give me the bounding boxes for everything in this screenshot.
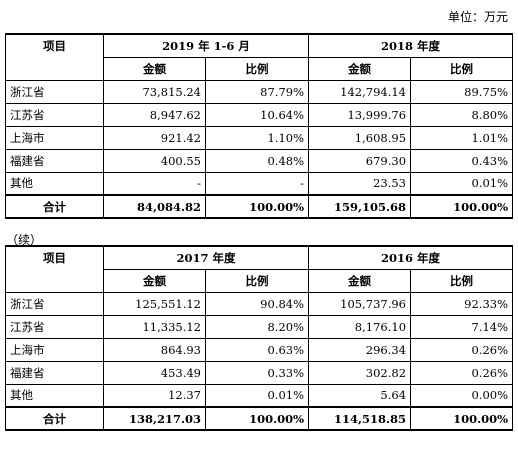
region-name: 上海市 (5, 337, 104, 362)
total-row: 合计 138,217.03 100.00% 114,518.85 100.00% (5, 406, 514, 431)
amount-cell: 400.55 (103, 148, 206, 173)
amount-header: 金额 (103, 56, 206, 81)
region-name: 上海市 (5, 125, 104, 150)
ratio-cell: 87.79% (204, 79, 310, 104)
ratio-cell: 7.14% (410, 314, 514, 339)
total-cell: 159,105.68 (308, 194, 412, 219)
table-body: 浙江省 125,551.12 90.84% 105,737.96 92.33% 江苏省 11… (5, 291, 514, 431)
period-header: 2019 年 1-6 月 (102, 33, 310, 58)
ratio-cell: 92.33% (410, 291, 514, 316)
region-name: 浙江省 (5, 291, 104, 316)
item-header-spacer (5, 57, 104, 81)
total-label: 合计 (5, 194, 104, 219)
item-header: 项目 (5, 245, 104, 269)
item-header: 项目 (5, 33, 104, 57)
total-cell: 100.00% (410, 406, 514, 431)
ratio-cell: 90.84% (204, 291, 310, 316)
total-cell: 100.00% (204, 406, 310, 431)
unit-label: 单位：万元 (447, 10, 508, 24)
amount-cell: - (103, 171, 206, 196)
region-name: 其他 (5, 383, 104, 408)
header-row-periods: 项目 2017 年度 2016 年度 (5, 245, 514, 270)
amount-cell: 5.64 (308, 383, 412, 408)
amount-cell: 105,737.96 (308, 291, 412, 316)
amount-cell: 921.42 (103, 125, 206, 150)
amount-cell: 13,999.76 (308, 102, 412, 127)
header-row-columns: 金额 比例 金额 比例 (5, 268, 514, 293)
table-row: 福建省 400.55 0.48% 679.30 0.43% (5, 148, 514, 173)
amount-header: 金额 (308, 56, 412, 81)
ratio-header: 比例 (204, 56, 310, 81)
table-row: 其他 12.37 0.01% 5.64 0.00% (5, 383, 514, 408)
amount-cell: 1,608.95 (308, 125, 412, 150)
total-cell: 100.00% (204, 194, 310, 219)
total-cell: 84,084.82 (103, 194, 206, 219)
ratio-cell: 10.64% (204, 102, 310, 127)
region-name: 福建省 (5, 360, 104, 385)
ratio-cell: 0.33% (204, 360, 310, 385)
revenue-by-region-table-2: 项目 2017 年度 2016 年度 金额 比例 金额 比例 浙江省 125,55… (5, 245, 514, 431)
ratio-cell: 0.63% (204, 337, 310, 362)
table-row: 福建省 453.49 0.33% 302.82 0.26% (5, 360, 514, 385)
ratio-header: 比例 (410, 56, 514, 81)
amount-cell: 864.93 (103, 337, 206, 362)
region-name: 江苏省 (5, 102, 104, 127)
ratio-header: 比例 (410, 268, 514, 293)
ratio-cell: 0.01% (204, 383, 310, 408)
ratio-cell: 0.00% (410, 383, 514, 408)
table-row: 江苏省 8,947.62 10.64% 13,999.76 8.80% (5, 102, 514, 127)
amount-cell: 73,815.24 (103, 79, 206, 104)
total-cell: 114,518.85 (308, 406, 412, 431)
ratio-cell: 1.01% (410, 125, 514, 150)
amount-cell: 23.53 (308, 171, 412, 196)
amount-cell: 679.30 (308, 148, 412, 173)
ratio-cell: 0.01% (410, 171, 514, 196)
ratio-cell: 89.75% (410, 79, 514, 104)
period-header: 2017 年度 (102, 245, 310, 270)
total-label: 合计 (5, 406, 104, 431)
table-row: 浙江省 125,551.12 90.84% 105,737.96 92.33% (5, 291, 514, 316)
region-name: 其他 (5, 171, 104, 196)
ratio-cell: 8.80% (410, 102, 514, 127)
header-row-periods: 项目 2019 年 1-6 月 2018 年度 (5, 33, 514, 58)
ratio-cell: 0.26% (410, 337, 514, 362)
period-header: 2018 年度 (308, 33, 514, 58)
amount-cell: 142,794.14 (308, 79, 412, 104)
ratio-cell: 1.10% (204, 125, 310, 150)
ratio-cell: 8.20% (204, 314, 310, 339)
amount-cell: 302.82 (308, 360, 412, 385)
total-row: 合计 84,084.82 100.00% 159,105.68 100.00% (5, 194, 514, 219)
table-row: 其他 - -23.53 0.01% (5, 171, 514, 196)
revenue-by-region-table-1: 项目 2019 年 1-6 月 2018 年度 金额 比例 金额 比例 浙江省 7… (5, 33, 514, 219)
ratio-cell: 0.43% (410, 148, 514, 173)
amount-cell: 296.34 (308, 337, 412, 362)
total-cell: 100.00% (410, 194, 514, 219)
period-header: 2016 年度 (308, 245, 514, 270)
ratio-cell: 0.26% (410, 360, 514, 385)
region-name: 福建省 (5, 148, 104, 173)
continued-label: （续） (6, 233, 43, 247)
ratio-header: 比例 (204, 268, 310, 293)
amount-header: 金额 (103, 268, 206, 293)
amount-cell: 8,947.62 (103, 102, 206, 127)
table-row: 浙江省 73,815.24 87.79% 142,794.14 89.75% (5, 79, 514, 104)
amount-cell: 453.49 (103, 360, 206, 385)
region-name: 江苏省 (5, 314, 104, 339)
table-body: 浙江省 73,815.24 87.79% 142,794.14 89.75% 江苏省 8,9… (5, 79, 514, 219)
table-row: 上海市 921.42 1.10% 1,608.95 1.01% (5, 125, 514, 150)
header-row-columns: 金额 比例 金额 比例 (5, 56, 514, 81)
amount-cell: 12.37 (103, 383, 206, 408)
amount-cell: 8,176.10 (308, 314, 412, 339)
ratio-cell: - (204, 171, 310, 196)
amount-header: 金额 (308, 268, 412, 293)
region-name: 浙江省 (5, 79, 104, 104)
ratio-cell: 0.48% (204, 148, 310, 173)
item-header-spacer (5, 269, 104, 293)
amount-cell: 11,335.12 (103, 314, 206, 339)
total-cell: 138,217.03 (103, 406, 206, 431)
table-row: 江苏省 11,335.12 8.20% 8,176.10 7.14% (5, 314, 514, 339)
table-row: 上海市 864.93 0.63% 296.34 0.26% (5, 337, 514, 362)
amount-cell: 125,551.12 (103, 291, 206, 316)
